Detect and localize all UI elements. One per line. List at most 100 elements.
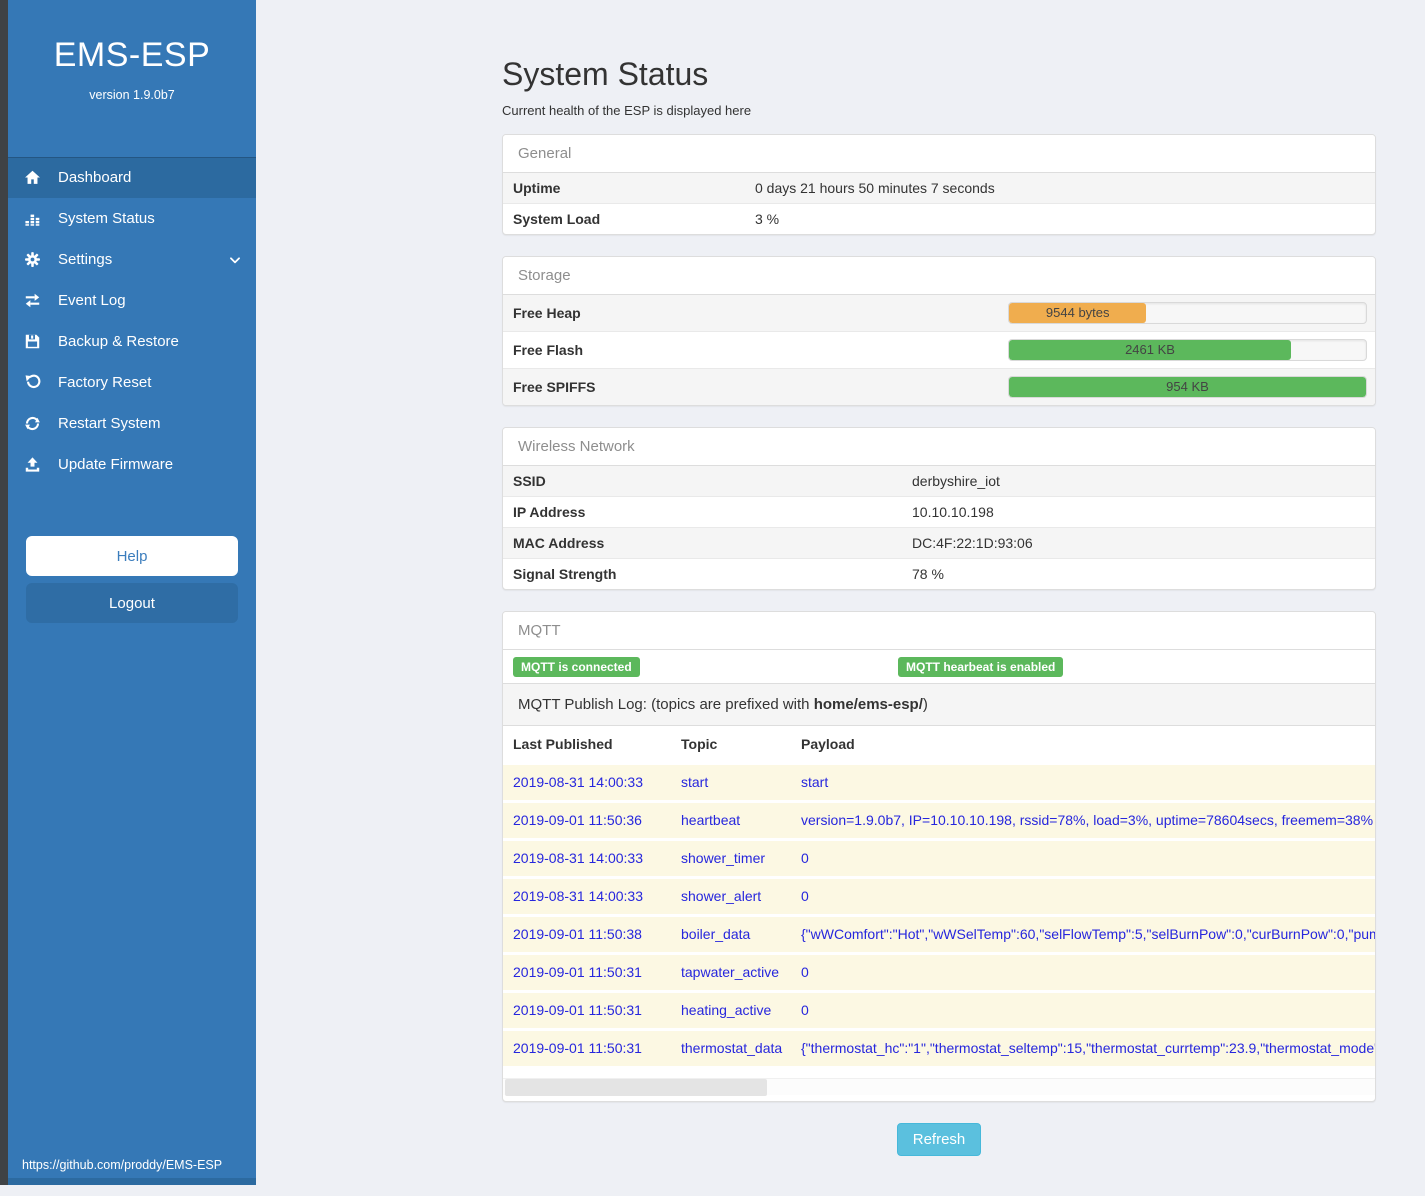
payload-cell: {"wWComfort":"Hot","wWSelTemp":60,"selFl… <box>801 926 1375 942</box>
last-published-cell: 2019-09-01 11:50:31 <box>513 964 642 980</box>
last-published-cell: 2019-09-01 11:50:36 <box>513 812 642 828</box>
last-published-cell: 2019-08-31 14:00:33 <box>513 774 643 790</box>
mqtt-connected-badge: MQTT is connected <box>513 657 640 677</box>
mqtt-header-row: Last Published Topic Payload <box>503 726 1375 764</box>
last-published-cell: 2019-09-01 11:50:31 <box>513 1040 642 1056</box>
panel-storage: Storage Free Heap 9544 bytes Free Flash 246… <box>502 256 1376 406</box>
app-brand: EMS-ESP version 1.9.0b7 <box>8 0 256 102</box>
sidebar-item-dashboard[interactable]: Dashboard <box>8 157 256 198</box>
row-value: 0 days 21 hours 50 minutes 7 seconds <box>755 180 995 196</box>
sidebar-item-label: Event Log <box>58 292 126 309</box>
mqtt-log-intro-suffix: ) <box>922 696 928 713</box>
mqtt-log-row: 2019-09-01 11:50:31 tapwater_active 0 <box>503 953 1375 992</box>
topic-cell: start <box>681 774 709 790</box>
sidebar-item-label: Restart System <box>58 415 161 432</box>
last-published-cell: 2019-09-01 11:50:38 <box>513 926 642 942</box>
app-version: version 1.9.0b7 <box>89 88 175 102</box>
undo-icon <box>22 373 42 393</box>
payload-cell: {"thermostat_hc":"1","thermostat_seltemp… <box>801 1040 1375 1056</box>
row-value: 10.10.10.198 <box>902 496 1375 528</box>
row-value: DC:4F:22:1D:93:06 <box>902 527 1375 559</box>
help-button[interactable]: Help <box>26 536 238 576</box>
row-progress-cell: 9544 bytes <box>998 295 1375 332</box>
mqtt-log-row: 2019-08-31 14:00:33 start start <box>503 763 1375 802</box>
topic-cell: tapwater_active <box>681 964 780 980</box>
row-label: IP Address <box>503 496 902 528</box>
col-payload: Payload <box>801 736 855 752</box>
mqtt-log-row: 2019-09-01 11:50:31 heating_active 0 <box>503 991 1375 1030</box>
sidebar-item-label: Settings <box>58 251 113 268</box>
sidebar-item-label: Update Firmware <box>58 456 174 473</box>
sidebar-item-label: Dashboard <box>58 169 132 186</box>
mqtt-badges-row: MQTT is connected MQTT hearbeat is enabl… <box>503 650 1375 683</box>
panel-general-title: General <box>503 135 1375 173</box>
payload-cell: start <box>801 774 829 790</box>
table-row: System Load 3 % <box>503 203 1375 234</box>
home-icon <box>22 168 42 188</box>
general-table: Uptime 0 days 21 hours 50 minutes 7 secon… <box>503 173 1375 234</box>
exchange-icon <box>22 291 42 311</box>
row-value: 78 % <box>902 558 1375 589</box>
row-label: SSID <box>513 473 546 489</box>
mqtt-log-row: 2019-09-01 11:50:36 heartbeat version=1.9.… <box>503 801 1375 840</box>
col-last-published: Last Published <box>513 736 613 752</box>
col-topic: Topic <box>681 736 718 752</box>
last-published-cell: 2019-08-31 14:00:33 <box>513 888 643 904</box>
github-link[interactable]: https://github.com/proddy/EMS-ESP <box>22 1158 223 1172</box>
page-title: System Status <box>502 56 709 92</box>
storage-table: Free Heap 9544 bytes Free Flash 2461 KB Free… <box>503 295 1375 405</box>
payload-cell: 0 <box>801 964 809 980</box>
progress-track: 954 KB <box>1008 376 1367 398</box>
row-value: derbyshire_iot <box>912 473 1000 489</box>
sidebar-bottom-bar <box>8 1178 256 1185</box>
table-row: Free Flash 2461 KB <box>503 331 1375 369</box>
mqtt-log-table: Last Published Topic Payload 2019-08-31 … <box>503 726 1375 1066</box>
payload-cell: version=1.9.0b7, IP=10.10.10.198, rssid=… <box>801 812 1374 828</box>
logout-button[interactable]: Logout <box>26 583 238 623</box>
sidebar-item-label: Factory Reset <box>58 374 152 391</box>
progress-bar: 2461 KB <box>1009 340 1292 360</box>
progress-track: 9544 bytes <box>1008 302 1367 324</box>
last-published-cell: 2019-08-31 14:00:33 <box>513 850 643 866</box>
progress-bar: 9544 bytes <box>1009 303 1147 323</box>
panel-wireless: Wireless Network SSID derbyshire_iot IP Ad… <box>502 427 1376 590</box>
page-subtitle: Current health of the ESP is displayed h… <box>502 103 752 118</box>
scrollbar-thumb[interactable] <box>505 1079 767 1096</box>
mqtt-log-row: 2019-08-31 14:00:33 shower_alert 0 <box>503 877 1375 916</box>
mqtt-topic-prefix: home/ems-esp/ <box>813 696 923 713</box>
sidebar-item-label: System Status <box>58 210 155 227</box>
topic-cell: heartbeat <box>681 812 741 828</box>
row-progress-cell: 954 KB <box>998 368 1375 405</box>
payload-cell: 0 <box>801 1002 809 1018</box>
horizontal-scrollbar[interactable] <box>503 1078 1375 1096</box>
table-row: IP Address 10.10.10.198 <box>503 496 1375 528</box>
sidebar-item-system-status[interactable]: System Status <box>8 198 256 239</box>
sidebar-buttons: Help Logout <box>8 536 256 623</box>
refresh-row: Refresh <box>502 1123 1376 1156</box>
panel-mqtt-title: MQTT <box>503 612 1375 650</box>
refresh-button[interactable]: Refresh <box>896 1123 982 1156</box>
mqtt-log-intro-text: MQTT Publish Log: (topics are prefixed w… <box>518 696 814 713</box>
row-label: Free Flash <box>503 331 998 369</box>
last-published-cell: 2019-09-01 11:50:31 <box>513 1002 642 1018</box>
row-label: Free Heap <box>513 305 581 321</box>
upload-icon <box>22 455 42 475</box>
table-row: Free Heap 9544 bytes <box>503 295 1375 332</box>
sidebar-item-event-log[interactable]: Event Log <box>8 280 256 321</box>
sidebar-item-update-firmware[interactable]: Update Firmware <box>8 444 256 485</box>
sidebar-item-settings[interactable]: Settings <box>8 239 256 280</box>
sidebar-item-factory-reset[interactable]: Factory Reset <box>8 362 256 403</box>
mqtt-heartbeat-badge: MQTT hearbeat is enabled <box>898 657 1064 677</box>
progress-bar: 954 KB <box>1009 377 1366 397</box>
mqtt-log-row: 2019-09-01 11:50:38 boiler_data {"wWComfor… <box>503 915 1375 954</box>
panel-storage-title: Storage <box>503 257 1375 295</box>
row-progress-cell: 2461 KB <box>998 331 1375 369</box>
payload-cell: 0 <box>801 888 809 904</box>
mqtt-log-intro: MQTT Publish Log: (topics are prefixed w… <box>503 683 1375 726</box>
row-label: Signal Strength <box>503 558 902 589</box>
status-icon <box>22 209 42 229</box>
row-label: MAC Address <box>503 527 902 559</box>
topic-cell: boiler_data <box>681 926 751 942</box>
sidebar-item-backup-restore[interactable]: Backup & Restore <box>8 321 256 362</box>
sidebar-item-restart-system[interactable]: Restart System <box>8 403 256 444</box>
